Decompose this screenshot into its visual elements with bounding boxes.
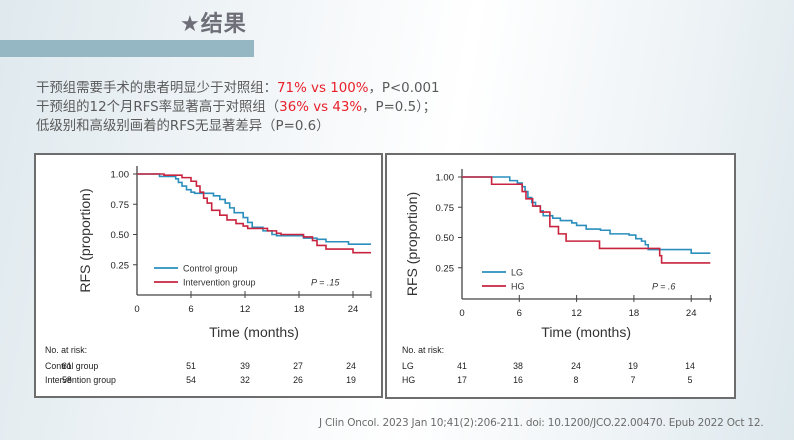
x-tick-label: 6 xyxy=(517,308,522,319)
summary-highlight: 71% vs 100% xyxy=(277,81,369,96)
slide-title: ★结果 xyxy=(180,12,247,37)
risk-value: 61 xyxy=(62,361,72,371)
risk-value: 39 xyxy=(240,361,250,371)
y-tick-label: 0.50 xyxy=(436,233,455,244)
risk-value: 41 xyxy=(457,361,467,371)
y-tick-label: 0.50 xyxy=(111,230,130,241)
summary-line: 低级别和高级别画着的RFS无显著差异（P=0.6） xyxy=(36,117,440,136)
x-axis-label: Time (months) xyxy=(541,324,631,340)
risk-table-title: No. at risk: xyxy=(45,345,87,355)
risk-row-label: Control group xyxy=(45,361,98,371)
risk-value: 54 xyxy=(186,375,196,385)
summary-line: 干预组的12个月RFS率显著高于对照组（36% vs 43%，P=0.5）； xyxy=(36,98,440,117)
km-chart-grade: 1.00 0.75 0.50 0.25 0 6 12 18 24 RFS (proportion)… xyxy=(402,169,712,385)
x-tick-label: 24 xyxy=(686,308,697,319)
y-tick-label: 0.75 xyxy=(436,203,455,214)
p-value-label: P = .15 xyxy=(311,278,340,288)
y-tick-label: 1.00 xyxy=(111,170,130,181)
risk-value: 26 xyxy=(293,375,303,385)
risk-value: 27 xyxy=(293,361,303,371)
legend-label: Control group xyxy=(183,264,238,274)
y-tick-label: 1.00 xyxy=(436,173,455,184)
risk-value: 58 xyxy=(62,375,72,385)
km-panel-treatment: 1.00 0.75 0.50 0.25 0 6 12 18 24 RFS (proportion)… xyxy=(34,153,383,398)
risk-row-label: Intervention group xyxy=(45,375,116,385)
y-tick-label: 0.75 xyxy=(111,200,130,211)
summary-text: ，P=0.5）； xyxy=(362,100,437,115)
km-series-lg xyxy=(462,176,711,255)
title-underline-bar xyxy=(0,40,254,57)
risk-value: 38 xyxy=(513,361,523,371)
risk-value: 8 xyxy=(574,375,579,385)
risk-value: 19 xyxy=(628,361,638,371)
x-tick-label: 18 xyxy=(629,308,640,319)
km-series-intervention-group xyxy=(137,173,371,254)
risk-row-label: HG xyxy=(402,375,415,385)
y-axis-label: RFS (proportion) xyxy=(77,188,93,292)
risk-value: 24 xyxy=(571,361,581,371)
risk-value: 19 xyxy=(346,375,356,385)
y-tick-label: 0.25 xyxy=(111,260,130,271)
summary-text: ，P<0.001 xyxy=(368,81,440,96)
summary-line: 干预组需要手术的患者明显少于对照组：71% vs 100%，P<0.001 xyxy=(36,79,440,98)
x-tick-label: 12 xyxy=(571,308,582,319)
x-tick-label: 0 xyxy=(134,304,139,315)
risk-row-label: LG xyxy=(402,361,414,371)
km-series-hg xyxy=(462,176,711,264)
summary-highlight: 36% vs 43% xyxy=(279,100,363,115)
summary-text: 干预组的12个月RFS率显著高于对照组（ xyxy=(36,100,280,115)
summary-text: 低级别和高级别画着的RFS无显著差异（P=0.6） xyxy=(36,119,330,134)
risk-value: 7 xyxy=(631,375,636,385)
km-panel-grade: 1.00 0.75 0.50 0.25 0 6 12 18 24 RFS (proportion)… xyxy=(385,153,736,399)
risk-value: 17 xyxy=(457,375,467,385)
legend-label: LG xyxy=(511,268,523,278)
x-tick-label: 18 xyxy=(294,304,305,315)
legend-label: HG xyxy=(511,282,525,292)
risk-value: 16 xyxy=(513,375,523,385)
results-summary: 干预组需要手术的患者明显少于对照组：71% vs 100%，P<0.001 干预… xyxy=(36,79,440,136)
legend-label: Intervention group xyxy=(183,278,256,288)
x-tick-label: 24 xyxy=(348,304,359,315)
km-series-control-group xyxy=(137,173,371,245)
risk-value: 32 xyxy=(240,375,250,385)
x-axis-label: Time (months) xyxy=(209,324,299,340)
p-value-label: P = .6 xyxy=(652,282,675,292)
y-tick-label: 0.25 xyxy=(436,263,455,274)
risk-table-title: No. at risk: xyxy=(402,345,444,355)
risk-value: 51 xyxy=(186,361,196,371)
x-tick-label: 0 xyxy=(459,308,464,319)
summary-text: 干预组需要手术的患者明显少于对照组： xyxy=(36,81,278,96)
risk-value: 24 xyxy=(346,361,356,371)
risk-value: 14 xyxy=(685,361,695,371)
x-tick-label: 6 xyxy=(188,304,193,315)
x-tick-label: 12 xyxy=(240,304,251,315)
citation: J Clin Oncol. 2023 Jan 10;41(2):206-211.… xyxy=(319,417,764,429)
risk-value: 5 xyxy=(688,375,693,385)
y-axis-label: RFS (proportion) xyxy=(404,192,420,296)
km-chart-treatment: 1.00 0.75 0.50 0.25 0 6 12 18 24 RFS (proportion)… xyxy=(45,166,372,385)
